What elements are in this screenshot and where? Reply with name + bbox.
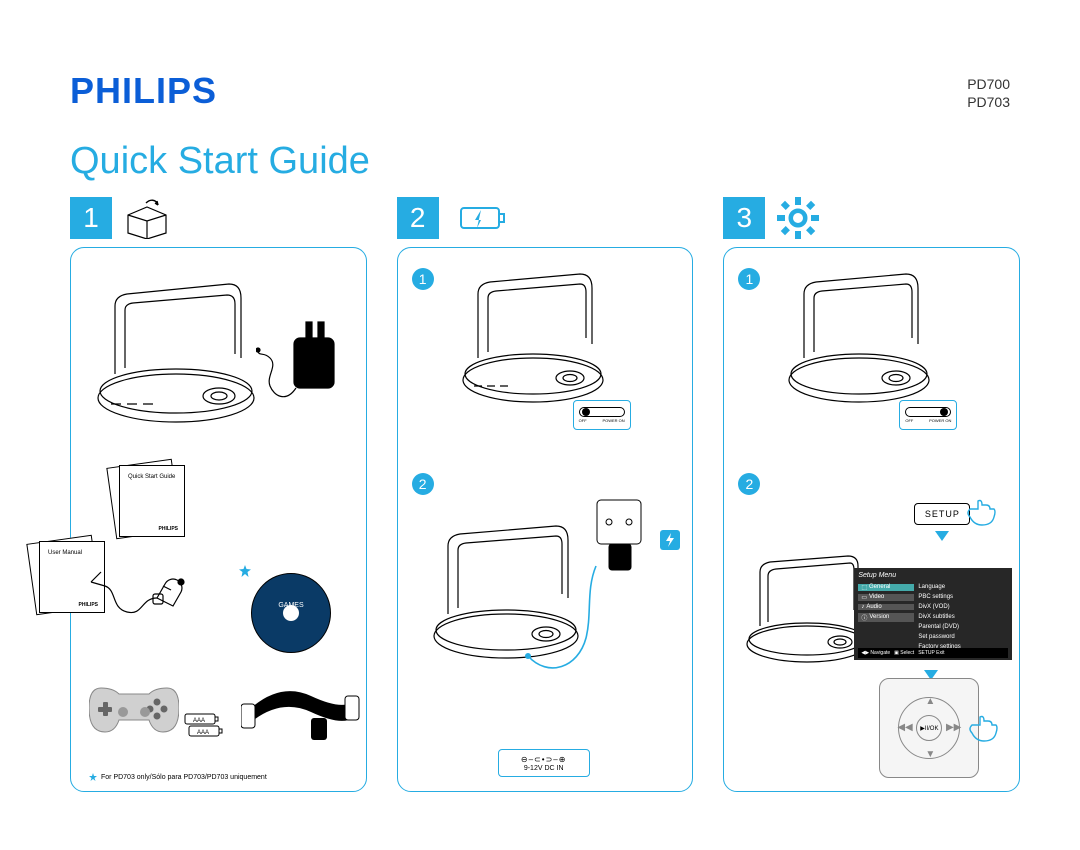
unbox-icon bbox=[124, 197, 170, 239]
charge-icon bbox=[451, 200, 507, 236]
qsg-booklet: Quick Start Guide PHILIPS bbox=[111, 463, 191, 539]
strap-illustration bbox=[241, 678, 361, 753]
dvd-player-menu bbox=[742, 548, 872, 673]
dc-symbols: ⊖–⊂•⊃–⊕ bbox=[521, 755, 567, 764]
battery-label-1: AAA bbox=[193, 718, 205, 724]
hand-pointer-icon-2 bbox=[966, 715, 1000, 750]
panel3-sub2: 2 bbox=[738, 473, 760, 495]
car-adapter-illustration bbox=[87, 568, 207, 653]
remote-ok-button[interactable]: ▶II/OK bbox=[916, 715, 942, 741]
panel2-sub1: 1 bbox=[412, 268, 434, 290]
dc-in-callout: ⊖–⊂•⊃–⊕ 9-12V DC IN bbox=[498, 749, 590, 777]
dvd-player-charging bbox=[428, 518, 598, 703]
charging-bolt-icon bbox=[660, 530, 680, 550]
step-1-header: 1 bbox=[70, 197, 367, 239]
wall-outlet-illustration bbox=[593, 496, 653, 581]
footnote-star-icon bbox=[239, 564, 251, 576]
setup-button[interactable]: SETUP bbox=[914, 503, 970, 525]
brand-logo: PHILIPS bbox=[70, 70, 217, 112]
batteries-illustration: AAA AAA bbox=[183, 710, 223, 745]
step-2-number: 2 bbox=[397, 197, 439, 239]
games-disc: GAMES bbox=[251, 573, 331, 653]
step-1-number: 1 bbox=[70, 197, 112, 239]
panel-1-footnote: For PD703 only/Sólo para PD703/PD703 uni… bbox=[89, 773, 267, 781]
disc-label: GAMES bbox=[252, 602, 330, 609]
panel3-sub1: 1 bbox=[738, 268, 760, 290]
power-switch-callout-1: OFFPOWER ON bbox=[573, 400, 631, 430]
page-title: Quick Start Guide bbox=[70, 140, 1020, 183]
footnote-text: For PD703 only/Sólo para PD703/PD703 uni… bbox=[101, 774, 267, 781]
panel-3-setup: 1 OFFPOWER ON 2 bbox=[723, 247, 1020, 792]
dvd-player-power-on bbox=[458, 268, 608, 413]
arrow-down-icon bbox=[935, 531, 949, 541]
setup-button-callout: SETUP bbox=[914, 503, 970, 541]
qsg-label: Quick Start Guide bbox=[128, 474, 175, 480]
gamepad-illustration bbox=[89, 678, 179, 741]
dvd-player-illustration bbox=[91, 278, 261, 433]
power-switch-callout-2: OFFPOWER ON bbox=[899, 400, 957, 430]
dc-label: 9-12V DC IN bbox=[524, 765, 564, 772]
model-1: PD700 bbox=[967, 76, 1010, 94]
panel2-sub2: 2 bbox=[412, 473, 434, 495]
step-2-header: 2 bbox=[397, 197, 694, 239]
model-2: PD703 bbox=[967, 94, 1010, 112]
step-3-header: 3 bbox=[723, 197, 1020, 239]
menu-nav-bar: ◀▶ Navigate▣ SelectSETUP Exit bbox=[858, 648, 1008, 658]
ac-adapter-illustration bbox=[256, 308, 346, 433]
remote-dpad: ▶II/OK ▲ ▼ ◀◀ ▶▶ bbox=[879, 678, 979, 778]
step-3-number: 3 bbox=[723, 197, 765, 239]
hand-pointer-icon bbox=[964, 499, 998, 534]
panel-2-charge: 1 OFFPOWER ON 2 bbox=[397, 247, 694, 792]
dvd-player-setup bbox=[784, 268, 934, 413]
setup-menu-screen: Setup Menu ⬚GeneralLanguage ▭VideoPBC se… bbox=[854, 568, 1012, 660]
panel-1-contents: Quick Start Guide PHILIPS User Manual PH… bbox=[70, 247, 367, 792]
model-numbers: PD700 PD703 bbox=[967, 76, 1010, 111]
menu-title: Setup Menu bbox=[858, 572, 1008, 579]
gear-icon bbox=[777, 197, 819, 239]
qsg-brand: PHILIPS bbox=[159, 526, 178, 532]
manual-label: User Manual bbox=[48, 550, 82, 556]
battery-label-2: AAA bbox=[197, 730, 209, 736]
